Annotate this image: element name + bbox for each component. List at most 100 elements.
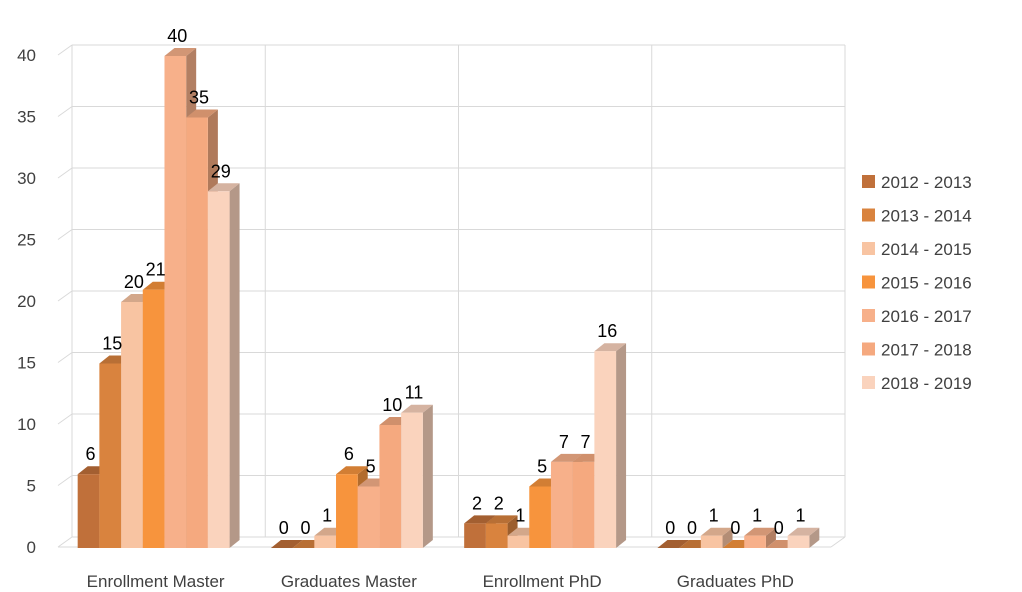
bar-front: [207, 191, 230, 549]
bar: [207, 183, 240, 549]
bar-top: [594, 343, 627, 352]
bar: [700, 527, 733, 548]
data-label: 0: [687, 518, 697, 538]
bar-front: [142, 289, 165, 548]
gridline-wall: [57, 413, 73, 425]
bar-front: [594, 351, 617, 548]
gridline-wall: [57, 352, 73, 363]
data-label: 6: [344, 444, 354, 464]
bar-front: [485, 523, 508, 548]
bar-top: [186, 109, 218, 118]
y-tick-label: 10: [17, 415, 36, 434]
bar-front: [700, 535, 723, 548]
legend-label: 2012 - 2013: [881, 173, 972, 192]
legend-swatch: [862, 242, 875, 255]
y-tick-label: 5: [27, 477, 36, 496]
legend-label: 2013 - 2014: [881, 207, 972, 226]
legend-item: 2018 - 2019: [862, 374, 972, 393]
gridline-wall: [57, 290, 73, 302]
floor-right-edge: [830, 536, 846, 548]
legend-item: 2015 - 2016: [862, 274, 972, 293]
bar-front: [357, 486, 380, 548]
bar-front: [550, 461, 573, 548]
legend-swatch: [862, 208, 875, 222]
data-label: 2: [494, 493, 504, 513]
data-label: 0: [774, 518, 784, 538]
y-tick-label: 30: [17, 169, 36, 188]
data-label: 29: [211, 161, 231, 181]
data-label: 40: [167, 26, 187, 46]
bar-top: [336, 466, 368, 475]
category-label: Enrollment PhD: [483, 572, 602, 591]
gridline-wall: [57, 44, 73, 56]
bar-front: [572, 461, 595, 548]
bar-front: [164, 56, 187, 548]
data-label: 0: [665, 518, 675, 538]
bar-top: [270, 540, 303, 548]
bar-side: [722, 527, 733, 548]
y-tick-label: 40: [17, 46, 36, 65]
data-label: 5: [366, 457, 376, 477]
gridline-wall: [57, 229, 73, 240]
bar-side: [422, 404, 433, 548]
bar: [787, 527, 820, 548]
bar-side: [229, 183, 240, 549]
bar-top: [744, 527, 776, 536]
bar-front: [99, 363, 122, 548]
bar-top: [164, 48, 197, 56]
bar-side: [809, 527, 820, 548]
bar-top: [485, 515, 518, 524]
gridline-wall: [57, 536, 73, 548]
data-label: 7: [581, 432, 591, 452]
bar-front: [401, 412, 423, 548]
legend-item: 2017 - 2018: [862, 341, 972, 360]
y-tick-label: 20: [17, 292, 36, 311]
bar-side: [616, 343, 627, 548]
bar-side: [765, 527, 776, 548]
bar: [401, 404, 433, 548]
bar-front: [787, 535, 810, 548]
category-label: Enrollment Master: [87, 572, 225, 591]
category-label: Graduates PhD: [677, 572, 794, 591]
data-label: 16: [597, 321, 617, 341]
y-tick-label: 0: [27, 538, 36, 557]
data-label: 20: [124, 272, 144, 292]
bar-front: [77, 474, 100, 548]
bar-top: [657, 540, 690, 548]
bar-top: [550, 453, 583, 462]
data-label: 5: [537, 457, 547, 477]
legend-swatch: [862, 175, 875, 188]
data-label: 2: [472, 493, 482, 513]
data-label: 0: [279, 518, 289, 538]
bar-front: [314, 535, 337, 548]
category-label: Graduates Master: [281, 572, 417, 591]
data-label: 7: [559, 432, 569, 452]
data-label: 21: [146, 260, 166, 280]
bar-front: [186, 117, 208, 548]
legend-swatch: [862, 275, 875, 289]
data-label: 1: [795, 506, 805, 526]
legend-item: 2014 - 2015: [862, 240, 972, 259]
bar-top: [401, 404, 433, 413]
legend-label: 2017 - 2018: [881, 341, 972, 360]
x-axis: Enrollment Master Graduates Master Enrollm…: [87, 572, 794, 591]
legend-label: 2015 - 2016: [881, 274, 972, 293]
legend-item: 2012 - 2013: [862, 173, 972, 192]
bar-top: [207, 183, 240, 192]
gridline-wall: [57, 475, 73, 486]
data-label: 35: [189, 88, 209, 108]
data-label: 15: [102, 334, 122, 354]
bar: [594, 343, 627, 548]
legend-label: 2016 - 2017: [881, 307, 972, 326]
legend-swatch: [862, 309, 875, 322]
bar-front: [379, 425, 402, 548]
bar-front: [336, 474, 358, 548]
data-label: 6: [86, 444, 96, 464]
data-label: 0: [300, 518, 310, 538]
bar: [657, 540, 690, 549]
data-label: 1: [709, 506, 719, 526]
legend-swatch: [862, 376, 875, 389]
